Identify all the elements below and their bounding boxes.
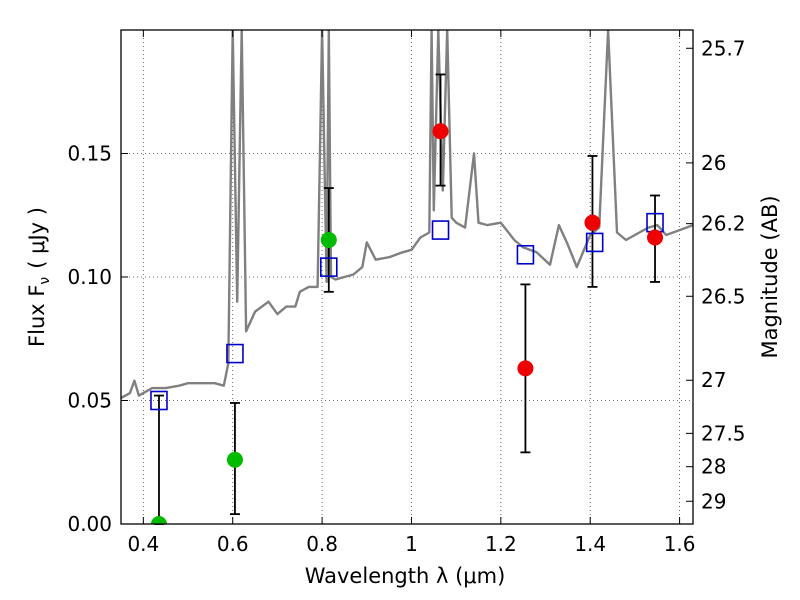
grid-lines <box>121 30 693 525</box>
y-axis-label: Flux Fν ( μJy ) <box>25 207 53 347</box>
data-point <box>150 516 167 524</box>
data-point <box>517 360 534 377</box>
data-point <box>226 451 243 468</box>
y-tick-label: 0.05 <box>67 389 112 413</box>
x-tick-label: 1.4 <box>574 532 606 556</box>
axis-ticks: 0.4 0.6 0.8 1 1.2 1.4 1.6 0.00 0.05 0.10 0.15 25.7 2… <box>67 30 746 556</box>
y2-tick-label: 26 <box>701 151 726 175</box>
data-point <box>647 229 664 246</box>
x-tick-label: 0.8 <box>306 532 338 556</box>
data-point <box>432 123 449 140</box>
photometry-markers <box>150 123 664 524</box>
plot-frame <box>120 29 694 525</box>
y2-tick-label: 27.5 <box>701 421 746 445</box>
x-axis-label: Wavelength λ (μm) <box>305 564 506 588</box>
y-axis-label-unit: ( μJy ) <box>25 207 49 269</box>
y2-tick-label: 29 <box>701 489 726 513</box>
y2-tick-label: 26.2 <box>701 212 746 236</box>
y2-tick-label: 28 <box>701 455 726 479</box>
model-square <box>585 232 604 253</box>
x-tick-label: 0.4 <box>127 532 159 556</box>
y2-tick-label: 26.5 <box>701 284 746 308</box>
template-spectrum <box>121 30 693 400</box>
x-tick-label: 1.6 <box>664 532 696 556</box>
model-square <box>319 257 338 277</box>
y-tick-label: 0.00 <box>67 512 112 536</box>
y2-tick-label: 27 <box>701 368 726 392</box>
x-tick-label: 0.6 <box>217 532 249 556</box>
model-square <box>516 244 535 265</box>
y-axis-label-subscript: ν <box>37 277 53 285</box>
model-square <box>431 220 450 240</box>
x-tick-label: 1.2 <box>485 532 517 556</box>
y-tick-label: 0.15 <box>67 142 112 166</box>
y-tick-label: 0.10 <box>67 265 112 289</box>
model-square <box>150 390 168 411</box>
spectrum-line <box>121 30 693 400</box>
y-axis-label-main: Flux F <box>25 285 49 347</box>
model-square <box>226 343 244 364</box>
x-tick-label: 1 <box>405 532 418 556</box>
data-point <box>320 231 337 248</box>
y2-axis-label: Magnitude (AB) <box>758 195 782 358</box>
data-point <box>584 214 601 231</box>
y2-tick-label: 25.7 <box>701 36 746 60</box>
